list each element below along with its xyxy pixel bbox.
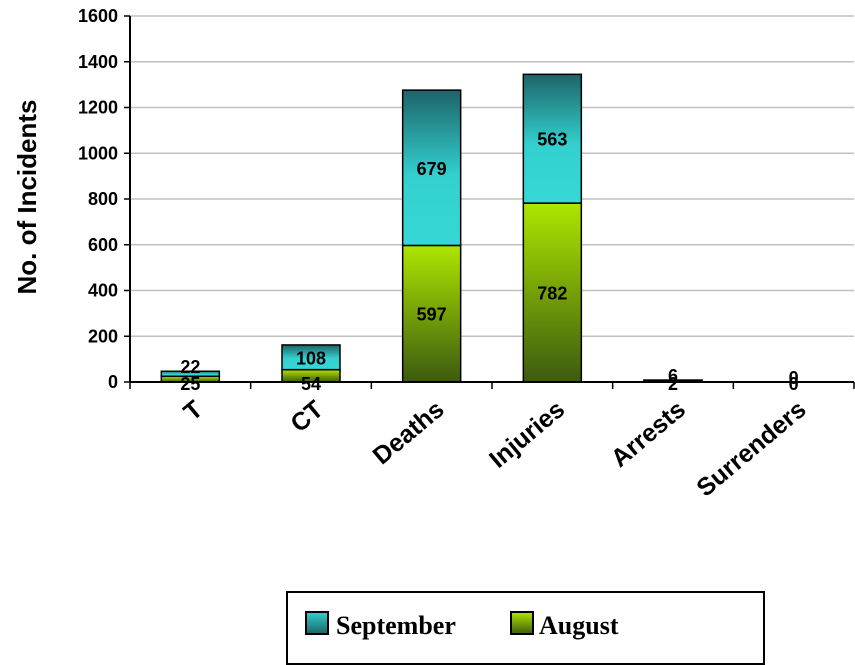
x-category-label: Injuries (484, 395, 570, 474)
data-label-august: 25 (180, 374, 200, 394)
y-tick-label: 200 (88, 326, 118, 346)
data-label-august: 782 (537, 284, 567, 304)
y-tick-labels: 0 200 400 600 800 1000 1200 1400 1600 (78, 6, 130, 392)
bar-september-t (160, 370, 221, 378)
x-category-label: CT (285, 395, 329, 438)
x-category-labels: T CT Deaths Injuries Arrests Surrenders (178, 395, 811, 502)
y-tick-label: 400 (88, 281, 118, 301)
bar-september-injuries (522, 73, 583, 204)
data-label-august: 0 (789, 374, 799, 394)
data-label-september: 0 (789, 368, 799, 388)
data-label-august: 597 (417, 305, 447, 325)
data-label-september: 22 (180, 357, 200, 377)
data-label-september: 563 (537, 130, 567, 150)
y-tick-label: 1000 (78, 143, 118, 163)
y-tick-label: 1200 (78, 98, 118, 118)
y-tick-label: 800 (88, 189, 118, 209)
data-label-august: 54 (301, 374, 321, 394)
legend: September August (286, 591, 765, 665)
legend-swatch-september (305, 611, 329, 635)
data-label-september: 6 (668, 366, 678, 386)
data-label-august: 2 (668, 374, 678, 394)
y-tick-label: 1400 (78, 52, 118, 72)
legend-label-september: September (336, 611, 456, 640)
gridlines (130, 15, 854, 337)
bar-september-ct (281, 344, 341, 371)
legend-swatch-august (510, 611, 534, 635)
x-category-label: Arrests (606, 395, 691, 473)
y-axis-label: No. of Incidents (12, 100, 42, 295)
y-tick-label: 600 (88, 235, 118, 255)
bar-september-deaths (401, 89, 462, 247)
y-tick-label: 0 (108, 372, 118, 392)
data-label-september: 108 (296, 348, 326, 368)
x-category-label: Surrenders (691, 395, 811, 502)
x-category-label: T (178, 395, 208, 426)
bar-august-injuries (522, 202, 583, 383)
axes (129, 16, 855, 389)
legend-label-august: August (539, 611, 619, 640)
y-tick-label: 1600 (78, 6, 118, 26)
data-label-september: 679 (417, 159, 447, 179)
x-category-label: Deaths (368, 395, 450, 470)
